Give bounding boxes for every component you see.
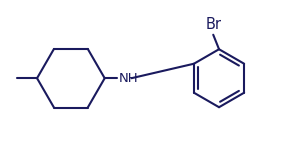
Text: Br: Br	[205, 17, 221, 32]
Text: NH: NH	[119, 72, 139, 85]
